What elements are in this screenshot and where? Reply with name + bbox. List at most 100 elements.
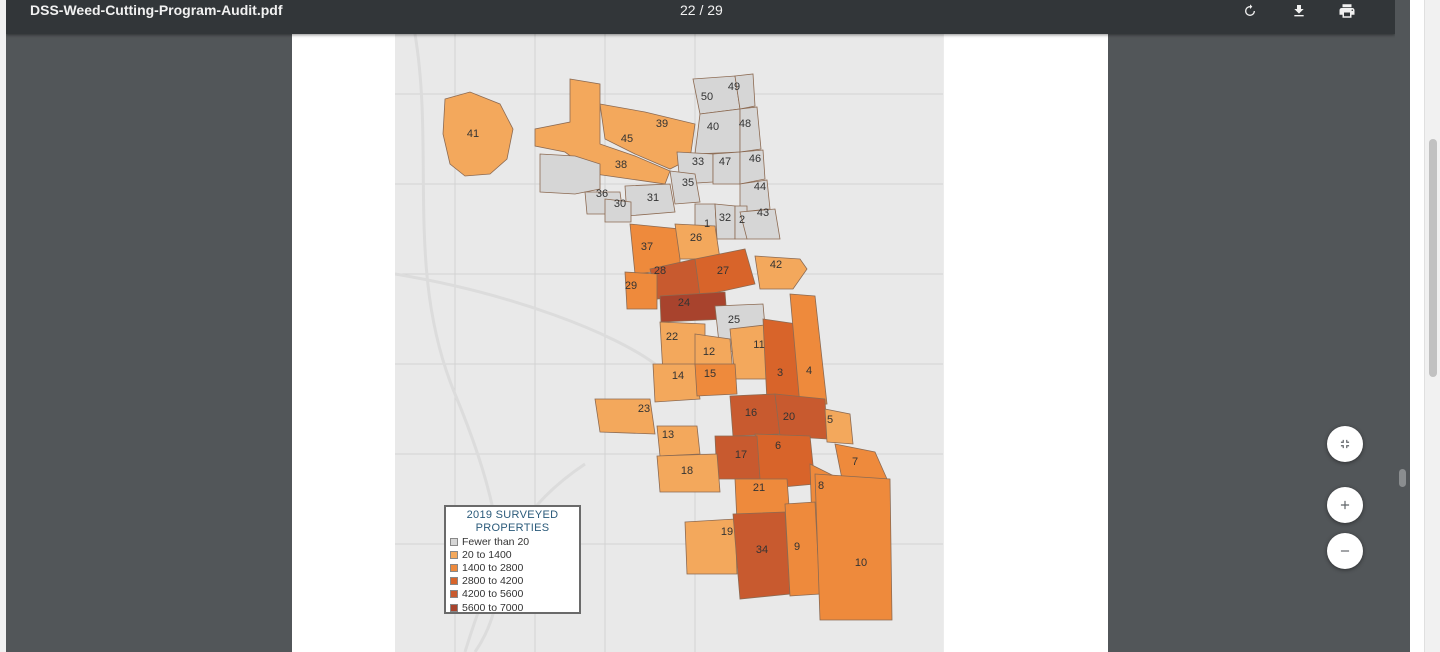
ward-46-region (739, 149, 766, 185)
ward-36-label: 36 (596, 188, 608, 200)
rotate-icon (1245, 4, 1255, 16)
window-gap (1410, 0, 1424, 652)
ward-23-label: 23 (638, 403, 650, 415)
ward-4-label: 4 (806, 365, 812, 377)
ward-10-label: 10 (855, 557, 867, 569)
legend-item: 2800 to 4200 (450, 575, 575, 588)
ward-42-label: 42 (770, 259, 782, 271)
map-legend: 2019 SURVEYED PROPERTIES Fewer than 20 20… (444, 505, 581, 614)
ward-18-region (656, 453, 721, 493)
print-button[interactable] (1333, 0, 1361, 22)
ward-35-region (669, 170, 701, 205)
legend-item: 5600 to 7000 (450, 601, 575, 614)
legend-swatch (450, 590, 458, 599)
ward-23-region (594, 398, 656, 435)
legend-item: 1400 to 2800 (450, 561, 575, 574)
ward-30-label: 30 (614, 198, 626, 210)
legend-items: Fewer than 20 20 to 1400 1400 to 2800 2800 … (450, 535, 575, 614)
ward-19-label: 19 (721, 526, 733, 538)
legend-swatch (450, 550, 458, 559)
ward-regions (442, 73, 893, 621)
ward-29-region (624, 271, 658, 310)
ward-48-region (739, 106, 762, 153)
ward-49-label: 49 (728, 81, 740, 93)
ward-10-region (814, 473, 893, 621)
ward-41-region (442, 91, 514, 177)
ward-5-region (824, 408, 854, 445)
ward-18-label: 18 (681, 465, 693, 477)
ward-40-label: 40 (707, 121, 719, 133)
page-divider (943, 34, 944, 652)
ward-28-label: 28 (654, 265, 666, 277)
legend-swatch (450, 603, 458, 612)
ward-25-label: 25 (728, 314, 740, 326)
legend-title-line2: PROPERTIES (475, 522, 550, 534)
ward-47-label: 47 (719, 156, 731, 168)
ward-43-region (739, 208, 781, 240)
ward-33-label: 33 (692, 156, 704, 168)
ward-32-label: 32 (719, 212, 731, 224)
ward-21-label: 21 (753, 482, 765, 494)
ward-42-region (754, 255, 808, 290)
legend-label: 1400 to 2800 (462, 561, 524, 574)
ward-5-label: 5 (827, 414, 833, 426)
legend-item: Fewer than 20 (450, 535, 575, 548)
ward-26-label: 26 (690, 232, 702, 244)
ward-45-label: 45 (621, 133, 633, 145)
ward-15-region (694, 363, 738, 397)
viewer-scroll-thumb[interactable] (1399, 469, 1406, 487)
page-scroll-thumb[interactable] (1429, 139, 1437, 377)
ward-12-label: 12 (703, 346, 715, 358)
rotate-button[interactable] (1236, 0, 1264, 22)
download-button[interactable] (1285, 0, 1313, 22)
ward-17-label: 17 (735, 449, 747, 461)
ward-22-label: 22 (666, 331, 678, 343)
ward-13-region (656, 425, 701, 457)
ward-2-label: 2 (739, 214, 745, 226)
ward-20-label: 20 (783, 411, 795, 423)
ward-34-label: 34 (756, 544, 768, 556)
legend-swatch (450, 563, 458, 572)
ward-27-region (694, 248, 756, 297)
page-scrollbar[interactable] (1424, 0, 1440, 652)
zoom-out-button[interactable] (1327, 533, 1363, 569)
pdf-toolbar: DSS-Weed-Cutting-Program-Audit.pdf 22 / … (6, 0, 1395, 34)
zoom-out-icon (1340, 550, 1350, 552)
legend-label: 4200 to 5600 (462, 588, 524, 601)
legend-swatch (450, 537, 458, 546)
fit-to-page-button[interactable] (1327, 426, 1363, 462)
ward-19-region (684, 518, 738, 575)
ward-45-region (534, 78, 671, 185)
ward-3-label: 3 (777, 367, 783, 379)
pdf-page: 41 39 45 50 49 40 48 38 33 47 46 35 44 36 31 30 1 32 2 43 37… (292, 34, 1108, 652)
page-counter: 22 / 29 (680, 2, 723, 18)
ward-11-label: 11 (753, 339, 764, 351)
ward-44-label: 44 (754, 181, 766, 193)
ward-43-label: 43 (757, 207, 769, 219)
document-title: DSS-Weed-Cutting-Program-Audit.pdf (30, 2, 283, 18)
ward-13-label: 13 (662, 429, 674, 441)
ward-14-label: 14 (672, 370, 684, 382)
legend-item: 4200 to 5600 (450, 588, 575, 601)
ward-9-region (784, 501, 821, 597)
fit-to-page-icon (1340, 439, 1350, 449)
legend-label: 2800 to 4200 (462, 575, 524, 588)
ward-39-label: 39 (656, 118, 668, 130)
download-icon (1294, 5, 1304, 17)
ward-44-region (739, 179, 771, 213)
ward-41-label: 41 (467, 128, 479, 140)
pdf-viewer: DSS-Weed-Cutting-Program-Audit.pdf 22 / … (6, 0, 1395, 652)
ward-31-label: 31 (647, 192, 659, 204)
ward-29-label: 29 (625, 280, 637, 292)
ward-24-label: 24 (678, 297, 690, 309)
ward-50-label: 50 (701, 91, 713, 103)
ward-37-label: 37 (641, 241, 653, 253)
ward-9-label: 9 (794, 541, 800, 553)
ward-48-label: 48 (739, 118, 751, 130)
zoom-in-button[interactable] (1327, 487, 1363, 523)
viewer-scrollbar[interactable] (1395, 0, 1410, 652)
ward-7-label: 7 (852, 456, 858, 468)
legend-label: 20 to 1400 (462, 548, 512, 561)
ward-14-region (652, 363, 701, 403)
